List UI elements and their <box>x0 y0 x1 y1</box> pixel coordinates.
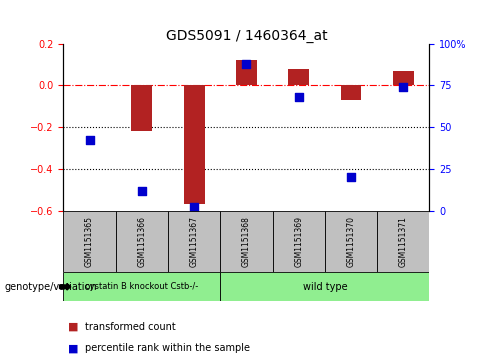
Point <box>138 188 146 193</box>
Bar <box>236 60 257 85</box>
Bar <box>220 272 429 301</box>
Text: GSM1151370: GSM1151370 <box>346 216 356 267</box>
Title: GDS5091 / 1460364_at: GDS5091 / 1460364_at <box>165 29 327 42</box>
Point <box>347 174 355 180</box>
Bar <box>325 211 377 272</box>
Text: genotype/variation: genotype/variation <box>5 282 98 292</box>
Bar <box>183 85 204 204</box>
Bar <box>341 85 362 100</box>
Text: wild type: wild type <box>303 282 347 292</box>
Text: GSM1151369: GSM1151369 <box>294 216 303 267</box>
Point <box>86 138 94 143</box>
Bar <box>131 85 152 131</box>
Point <box>295 94 303 100</box>
Point <box>243 61 250 66</box>
Bar <box>393 71 414 85</box>
Point <box>190 204 198 210</box>
Bar <box>220 211 273 272</box>
Text: GSM1151371: GSM1151371 <box>399 216 408 267</box>
Text: transformed count: transformed count <box>85 322 176 332</box>
Text: GSM1151367: GSM1151367 <box>190 216 199 267</box>
Bar <box>116 211 168 272</box>
Bar <box>168 211 220 272</box>
Bar <box>377 211 429 272</box>
Text: GSM1151365: GSM1151365 <box>85 216 94 267</box>
Bar <box>273 211 325 272</box>
Bar <box>63 211 116 272</box>
Text: cystatin B knockout Cstb-/-: cystatin B knockout Cstb-/- <box>85 282 199 291</box>
Bar <box>288 69 309 85</box>
Text: percentile rank within the sample: percentile rank within the sample <box>85 343 250 354</box>
Text: ■: ■ <box>68 343 79 354</box>
Bar <box>63 272 220 301</box>
Text: ■: ■ <box>68 322 79 332</box>
Point <box>399 84 407 90</box>
Text: GSM1151368: GSM1151368 <box>242 216 251 267</box>
Text: GSM1151366: GSM1151366 <box>137 216 146 267</box>
